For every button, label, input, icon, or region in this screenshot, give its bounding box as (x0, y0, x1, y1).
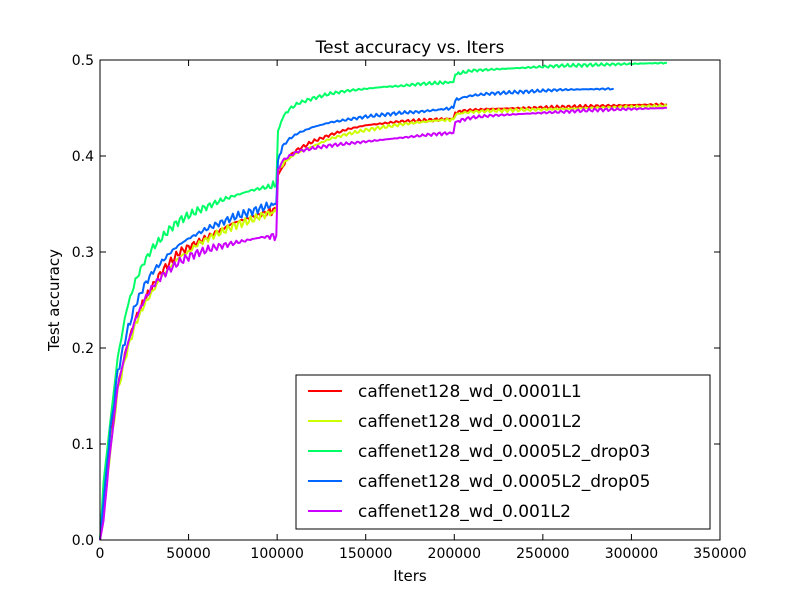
series-line-4 (99, 87, 614, 541)
legend-label: caffenet128_wd_0.0005L2_drop03 (358, 442, 650, 462)
legend-label: caffenet128_wd_0.0001L2 (358, 412, 582, 432)
y-tick-label: 0.5 (72, 53, 94, 69)
x-tick-label: 350000 (693, 546, 746, 562)
y-tick-label: 0.1 (72, 437, 94, 453)
y-tick-label: 0.4 (72, 149, 94, 165)
x-tick-label: 200000 (428, 546, 481, 562)
plot-frame (99, 59, 721, 541)
series-line-2 (99, 103, 668, 541)
legend-label: caffenet128_wd_0.0001L1 (358, 382, 582, 402)
y-axis-title: Test accuracy (45, 249, 63, 352)
legend-label: caffenet128_wd_0.0005L2_drop05 (358, 472, 650, 492)
legend-entries: caffenet128_wd_0.0001L1 caffenet128_wd_0.… (308, 382, 650, 522)
x-tick-label: 50000 (166, 546, 211, 562)
x-tick-label: 250000 (516, 546, 569, 562)
y-tick-label: 0.2 (72, 341, 94, 357)
legend-label: caffenet128_wd_0.001L2 (358, 502, 571, 522)
x-tick-label: 150000 (339, 546, 392, 562)
y-tick-label: 0.3 (72, 245, 94, 261)
legend: caffenet128_wd_0.0001L1 caffenet128_wd_0.… (295, 374, 711, 530)
series-line-5 (99, 106, 668, 541)
x-axis-title: Iters (393, 567, 427, 585)
x-tick-label: 100000 (250, 546, 303, 562)
series-line-3 (99, 61, 667, 541)
series-layer (99, 61, 668, 541)
x-tick-label: 300000 (605, 546, 658, 562)
x-tick-label: 0 (96, 546, 105, 562)
chart-title: Test accuracy vs. Iters (315, 38, 505, 58)
axis-ticks: 0 50000 100000 150000 200000 250000 300000 3500… (72, 53, 747, 562)
legend-box (295, 374, 711, 530)
y-tick-label: 0.0 (72, 533, 94, 549)
